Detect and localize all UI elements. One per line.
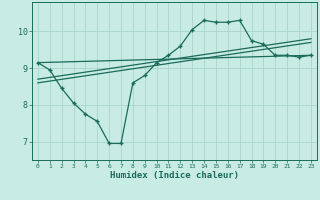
X-axis label: Humidex (Indice chaleur): Humidex (Indice chaleur) <box>110 171 239 180</box>
